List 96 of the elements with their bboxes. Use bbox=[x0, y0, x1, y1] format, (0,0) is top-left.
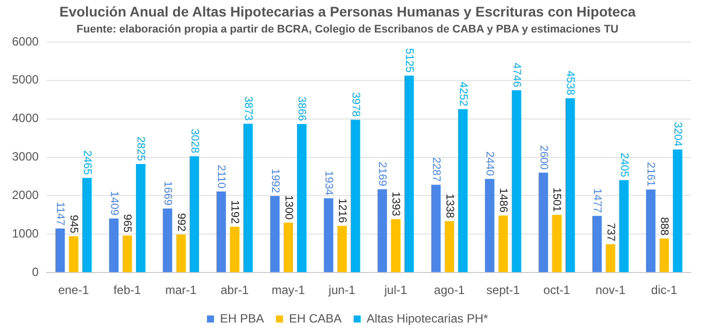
bar bbox=[230, 226, 240, 272]
data-label: 1409 bbox=[108, 190, 120, 216]
x-tick-label: ene-1 bbox=[58, 283, 90, 298]
bar bbox=[297, 124, 306, 272]
data-label: 1486 bbox=[497, 188, 510, 212]
x-tick-label: dic-1 bbox=[651, 283, 678, 298]
data-label: 1992 bbox=[268, 168, 281, 194]
bar bbox=[498, 215, 508, 272]
bar bbox=[431, 184, 441, 272]
data-label: 3873 bbox=[242, 96, 254, 121]
bar bbox=[176, 234, 186, 272]
bar bbox=[390, 219, 400, 272]
bar bbox=[82, 178, 92, 272]
legend-label: EH PBA bbox=[220, 311, 264, 326]
data-label: 4252 bbox=[456, 82, 469, 106]
legend-label: Altas Hipotecarias PH* bbox=[366, 311, 488, 326]
bar bbox=[552, 214, 562, 272]
data-label: 1147 bbox=[54, 202, 66, 226]
bar bbox=[592, 216, 602, 272]
data-label: 2161 bbox=[644, 162, 657, 187]
x-tick-label: mar-1 bbox=[165, 283, 197, 298]
bar bbox=[216, 192, 226, 272]
bar bbox=[324, 198, 334, 272]
data-label: 1934 bbox=[322, 170, 335, 196]
y-tick-label: 1000 bbox=[12, 226, 40, 240]
data-label: 1393 bbox=[390, 192, 402, 216]
data-label: 737 bbox=[604, 222, 616, 242]
data-label: 1501 bbox=[550, 187, 563, 212]
bar bbox=[484, 178, 494, 272]
bar bbox=[136, 164, 146, 272]
bar bbox=[619, 180, 629, 272]
bar bbox=[538, 172, 548, 272]
data-label: 888 bbox=[658, 217, 670, 236]
data-label: 1192 bbox=[228, 200, 241, 224]
bar bbox=[350, 120, 360, 272]
data-label: 2825 bbox=[134, 136, 147, 162]
bar bbox=[109, 218, 119, 272]
bar bbox=[646, 190, 656, 272]
chart-title: Evolución Anual de Altas Hipotecarias a Personas Humanas y Escrituras con Hipoteca bbox=[59, 3, 636, 20]
data-label: 3028 bbox=[188, 128, 200, 154]
bar bbox=[68, 236, 78, 272]
bar bbox=[243, 124, 253, 272]
x-tick-label: nov-1 bbox=[595, 283, 626, 298]
bar bbox=[606, 244, 616, 272]
bar bbox=[444, 221, 454, 272]
y-tick-label: 4000 bbox=[12, 111, 40, 126]
y-tick-label: 0 bbox=[32, 264, 40, 279]
y-tick-label: 5000 bbox=[12, 72, 40, 87]
bar bbox=[270, 196, 280, 272]
x-tick-label: jun-1 bbox=[328, 283, 356, 298]
legend-label: EH CABA bbox=[288, 311, 342, 326]
data-label: 2440 bbox=[484, 151, 496, 176]
x-tick-label: may-1 bbox=[272, 283, 306, 298]
data-label: 2110 bbox=[215, 164, 228, 189]
x-tick-label: abr-1 bbox=[220, 283, 249, 298]
bar bbox=[122, 236, 132, 272]
x-tick-label: sept-1 bbox=[486, 283, 520, 298]
data-label: 2169 bbox=[376, 162, 388, 186]
data-label: 2465 bbox=[80, 150, 93, 175]
y-tick-label: 6000 bbox=[12, 34, 40, 48]
bar bbox=[672, 149, 682, 272]
bar bbox=[512, 90, 522, 272]
bar bbox=[458, 109, 468, 272]
data-label: 4538 bbox=[564, 70, 576, 96]
bar bbox=[284, 222, 294, 272]
data-label: 5125 bbox=[403, 48, 416, 73]
x-tick-label: ago-1 bbox=[434, 283, 466, 298]
data-label: 3866 bbox=[296, 96, 308, 122]
bar bbox=[404, 76, 414, 272]
bar bbox=[565, 98, 575, 272]
data-label: 965 bbox=[121, 214, 134, 233]
bar bbox=[55, 228, 65, 272]
data-label: 945 bbox=[68, 214, 80, 234]
data-label: 1477 bbox=[591, 188, 604, 213]
data-label: 2287 bbox=[430, 157, 442, 182]
bar bbox=[162, 208, 172, 272]
y-tick-label: 3000 bbox=[12, 150, 40, 164]
chart-subtitle: Fuente: elaboración propia a partir de BCRA, Colegio de Escribanos de CABA y PBA y estimaciones TU bbox=[76, 23, 619, 36]
data-label: 1338 bbox=[443, 194, 456, 218]
data-label: 992 bbox=[174, 213, 187, 232]
bar bbox=[337, 226, 347, 272]
data-label: 1669 bbox=[161, 180, 174, 206]
data-label: 3204 bbox=[672, 122, 684, 146]
data-label: 1300 bbox=[282, 195, 294, 220]
x-tick-label: feb-1 bbox=[114, 283, 142, 298]
bar bbox=[190, 156, 200, 272]
bar bbox=[659, 238, 669, 272]
data-label: 3978 bbox=[349, 92, 362, 117]
data-label: 4746 bbox=[510, 62, 522, 88]
bar bbox=[378, 189, 387, 272]
x-tick-label: oct-1 bbox=[543, 283, 570, 298]
data-label: 2600 bbox=[537, 145, 550, 170]
data-label: 2405 bbox=[618, 152, 630, 178]
x-tick-label: jul-1 bbox=[383, 283, 408, 298]
data-label: 1216 bbox=[336, 198, 348, 223]
y-tick-label: 2000 bbox=[12, 188, 40, 202]
